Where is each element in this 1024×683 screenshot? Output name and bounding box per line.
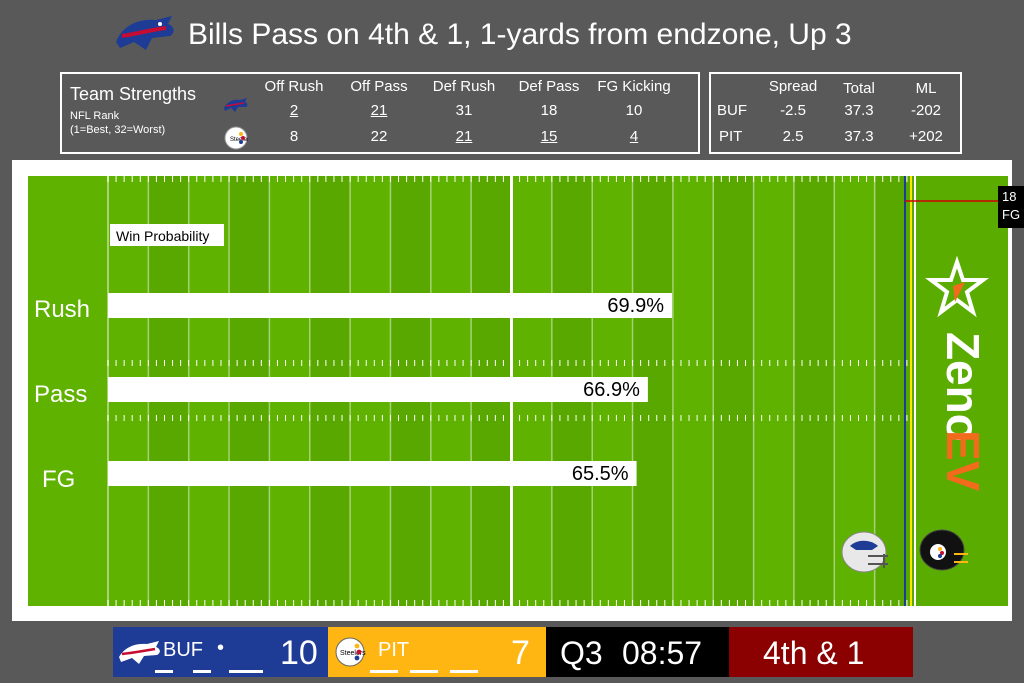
chart-title: Win Probability (116, 228, 209, 244)
subtitle-nfl-rank: NFL Rank (70, 110, 120, 122)
col-off-pass: Off Pass (350, 78, 408, 95)
pit-score: 7 (511, 634, 530, 672)
brand-zeno: Zeno (937, 332, 989, 442)
zeno-star-icon (925, 255, 989, 318)
bar-value-fg: 65.5% (572, 463, 629, 485)
bar-rush (108, 293, 673, 318)
buf-def-rush: 31 (455, 102, 473, 119)
subtitle-rank-legend: (1=Best, 32=Worst) (70, 124, 166, 136)
fg-distance: 18 (1002, 189, 1017, 204)
down-and-distance: 4th & 1 (763, 635, 865, 671)
buf-score: 10 (280, 634, 318, 672)
pit-fg-kicking: 4 (629, 128, 639, 145)
bills-logo-icon (116, 16, 174, 50)
svg-text:Steelers: Steelers (340, 650, 366, 657)
bar-label-rush: Rush (34, 296, 91, 323)
pit-off-pass: 22 (370, 128, 388, 145)
game-clock: 08:57 (622, 635, 703, 671)
buf-off-pass: 21 (370, 102, 388, 119)
buf-abbr: BUF (163, 639, 203, 661)
quarter: Q3 (560, 635, 603, 671)
scoreboard-buf: BUF • 10 (113, 627, 328, 677)
buf-fg-kicking: 10 (625, 102, 643, 119)
odds-buf-spread: -2.5 (780, 102, 806, 119)
fg-distance-tag: 18 FG (998, 186, 1024, 228)
pit-off-rush: 8 (289, 128, 299, 145)
game-clock-segment: Q3 08:57 (546, 627, 729, 677)
down-distance-segment: 4th & 1 (729, 627, 913, 677)
buf-timeout-2 (193, 670, 211, 673)
odds-pit-total: 37.3 (844, 128, 874, 145)
buf-def-pass: 18 (540, 102, 558, 119)
steelers-mini-icon: Steelers (224, 126, 248, 150)
pit-timeout-1 (370, 670, 398, 673)
col-ml: ML (915, 80, 937, 97)
col-def-pass: Def Pass (518, 78, 580, 95)
pit-abbr: PIT (378, 639, 410, 661)
possession-indicator: • (217, 637, 225, 659)
buf-timeout-1 (155, 670, 173, 673)
stripe (874, 176, 915, 606)
odds-pit-team: PIT (719, 128, 743, 145)
stripe (793, 176, 835, 606)
pit-timeout-2 (410, 670, 438, 673)
odds-buf-total: 37.3 (844, 102, 874, 119)
title-row: Bills Pass on 4th & 1, 1-yards from endz… (0, 12, 1024, 58)
bar-pass (108, 377, 648, 402)
win-probability-chart: Win Probability 69.9% 66.9% 65.5% (108, 224, 673, 486)
pit-def-rush: 21 (455, 128, 473, 145)
pit-def-pass: 15 (540, 128, 558, 145)
brand-ev: EV (937, 430, 989, 492)
bar-value-rush: 69.9% (607, 295, 664, 317)
buf-off-rush: 2 (289, 102, 299, 119)
team-strengths-panel: Team Strengths NFL Rank (1=Best, 32=Wors… (60, 72, 700, 154)
bar-label-pass: Pass (34, 381, 88, 408)
col-def-rush: Def Rush (432, 78, 496, 95)
chart-title-box (110, 224, 224, 246)
scoreboard: BUF • 10 Steelers PIT 7 Q3 08:57 4th & 1 (113, 627, 913, 677)
steelers-helmet-icon (919, 529, 968, 571)
odds-pit-ml: +202 (909, 128, 943, 145)
svg-text:Steelers: Steelers (230, 137, 248, 143)
bills-mini-icon (224, 98, 248, 112)
odds-pit-spread: 2.5 (782, 128, 804, 145)
odds-buf-team: BUF (717, 102, 747, 119)
scoreboard-pit: Steelers PIT 7 (328, 627, 546, 677)
buf-timeout-3 (229, 670, 263, 673)
bar-label-fg: FG (42, 466, 76, 493)
steelers-score-icon: Steelers (335, 637, 366, 667)
fg-label: FG (1002, 207, 1021, 222)
odds-buf-ml: -202 (910, 102, 942, 119)
bar-fg (108, 461, 637, 486)
betting-odds-panel: Spread Total ML BUF -2.5 37.3 -202 PIT 2… (709, 72, 962, 154)
col-total: Total (843, 80, 875, 97)
bills-score-icon (119, 641, 160, 664)
team-strengths-title: Team Strengths (70, 84, 197, 104)
bills-helmet-icon (841, 531, 888, 573)
team-strengths-subtitle: NFL Rank (1=Best, 32=Worst) (70, 109, 165, 137)
football-field-chart: Zeno EV Win Probability 69.9% 66.9% 65.5% R… (12, 160, 1012, 621)
page-title: Bills Pass on 4th & 1, 1-yards from endz… (188, 18, 852, 51)
stripe (713, 176, 754, 606)
field-svg: Zeno EV Win Probability 69.9% 66.9% 65.5% (28, 176, 1012, 606)
col-spread: Spread (768, 78, 818, 95)
bar-value-pass: 66.9% (583, 379, 640, 401)
col-fg-kicking: FG Kicking (597, 78, 671, 95)
hash-marks (107, 176, 908, 606)
pit-timeout-3 (450, 670, 478, 673)
col-off-rush: Off Rush (264, 78, 324, 95)
